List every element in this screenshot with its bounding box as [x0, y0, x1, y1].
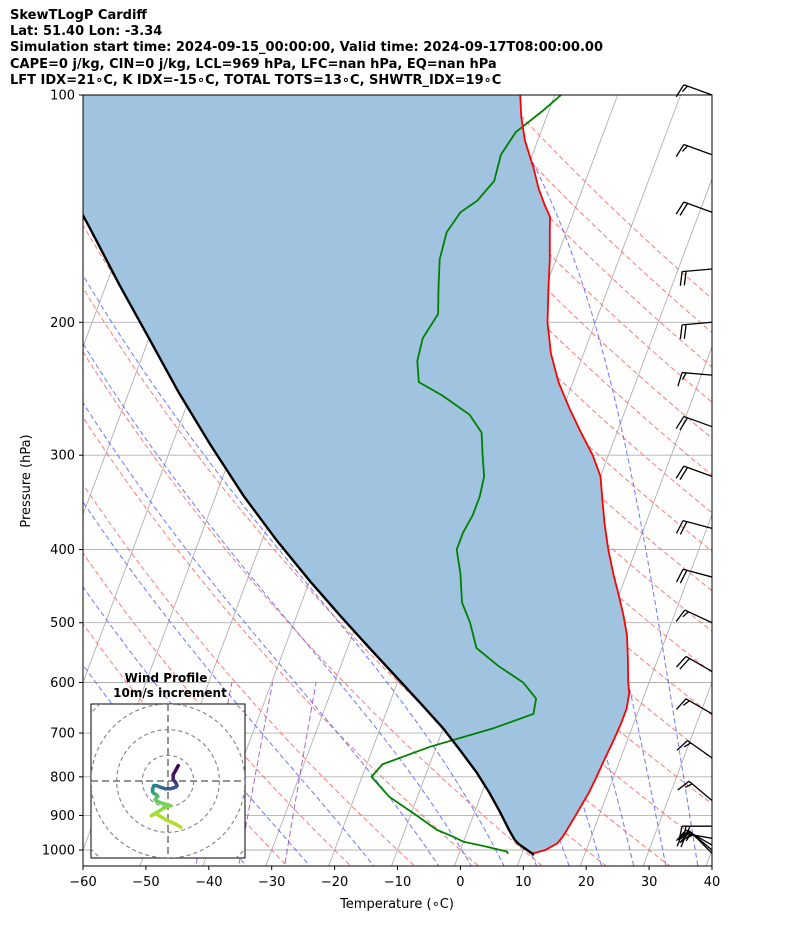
wind-barb [675, 698, 713, 715]
x-tick-label: −50 [132, 875, 159, 890]
wind-barbs [675, 84, 713, 854]
wind-barb [675, 609, 713, 624]
chart-header: SkewTLogP Cardiff Lat: 51.40 Lon: -3.34 … [10, 8, 790, 89]
mixing-ratio-line [284, 682, 317, 866]
x-tick-label: −20 [321, 875, 348, 890]
isotherm-line [579, 513, 712, 866]
hodograph-segment [163, 817, 178, 826]
y-tick-label: 800 [50, 770, 75, 785]
hodograph-title: Wind Profile [125, 671, 208, 685]
dry-adiabat-line [83, 350, 544, 866]
wind-barb [675, 568, 713, 584]
dry-adiabat-line [83, 483, 416, 866]
stability-indices-1: CAPE=0 j/kg, CIN=0 j/kg, LCL=969 hPa, LF… [10, 56, 497, 72]
isotherm-line [642, 681, 712, 866]
simulation-times: Simulation start time: 2024-09-15_00:00:… [10, 40, 603, 56]
x-axis-label: Temperature (∘C) [339, 897, 454, 912]
chart-title: SkewTLogP Cardiff [10, 8, 147, 23]
profile-lines [83, 95, 631, 856]
wind-barb [675, 201, 713, 216]
wind-barb [675, 465, 713, 480]
wind-barb [675, 84, 713, 98]
stability-indices-2: LFT IDX=21∘C, K IDX=-15∘C, TOTAL TOTS=13… [10, 72, 502, 88]
cape-area-layer [83, 95, 630, 855]
dry-adiabat-line [83, 287, 607, 866]
wind-barb [679, 321, 713, 340]
wind-barb [676, 740, 713, 759]
temperature-line [519, 95, 631, 855]
x-tick-label: 20 [578, 875, 595, 890]
y-tick-label: 1000 [42, 844, 75, 859]
moist-adiabat-line [83, 401, 440, 866]
mixing-ratio-line [238, 682, 274, 866]
wind-barb [675, 520, 713, 535]
x-tick-label: −30 [258, 875, 285, 890]
dry-adiabat-line [305, 95, 712, 514]
y-tick-label: 200 [50, 316, 75, 331]
moist-adiabat-line [83, 274, 505, 866]
isotherm-line [705, 848, 712, 866]
wind-barb [678, 831, 713, 854]
y-tick-label: 600 [50, 676, 75, 691]
y-axis-label: Pressure (hPa) [19, 434, 34, 527]
y-tick-label: 400 [50, 543, 75, 558]
y-tick-label: 300 [50, 449, 75, 464]
x-axis: −60 −50 −40 −30 −20 −10 0 10 20 30 40 [69, 866, 720, 890]
y-tick-label: 100 [50, 89, 75, 104]
y-tick-label: 700 [50, 727, 75, 742]
x-tick-label: 0 [456, 875, 464, 890]
isotherm-line [0, 22, 16, 882]
wind-barb [675, 143, 713, 157]
x-tick-label: −40 [195, 875, 222, 890]
dry-adiabat-line [83, 416, 480, 866]
x-tick-label: 30 [641, 875, 658, 890]
y-tick-label: 900 [50, 809, 75, 824]
x-tick-label: 40 [704, 875, 721, 890]
moist-adiabat-line [83, 342, 472, 866]
dry-adiabat-line [338, 95, 712, 476]
dry-adiabat-line [83, 623, 288, 866]
moist-adiabat-line [83, 501, 375, 866]
x-tick-label: −60 [69, 875, 96, 890]
hodograph-subtitle: 10m/s increment [113, 686, 227, 700]
dewpoint-line [370, 95, 562, 855]
wind-barb [675, 655, 713, 672]
hodograph-segment [173, 822, 183, 829]
x-tick-label: −10 [384, 875, 411, 890]
hodograph-segment [153, 811, 168, 822]
dry-adiabat-line [83, 552, 352, 866]
moist-adiabat-line [494, 95, 699, 866]
y-tick-label: 500 [50, 616, 75, 631]
hodograph-inset: Wind Profile 10m/s increment [90, 671, 246, 859]
moist-adiabat-line [148, 95, 603, 866]
parcel-path-line [83, 213, 535, 856]
wind-barb [675, 415, 713, 431]
cape-cin-shading [83, 95, 630, 855]
wind-barb [677, 371, 713, 387]
location-coordinates: Lat: 51.40 Lon: -3.34 [10, 24, 163, 40]
y-axis: 100 200 300 400 500 600 700 800 900 1000 [42, 89, 83, 859]
x-tick-label: 10 [515, 875, 532, 890]
wind-barb [677, 780, 713, 802]
wind-barb [679, 268, 713, 286]
moist-adiabat-line [83, 586, 311, 866]
